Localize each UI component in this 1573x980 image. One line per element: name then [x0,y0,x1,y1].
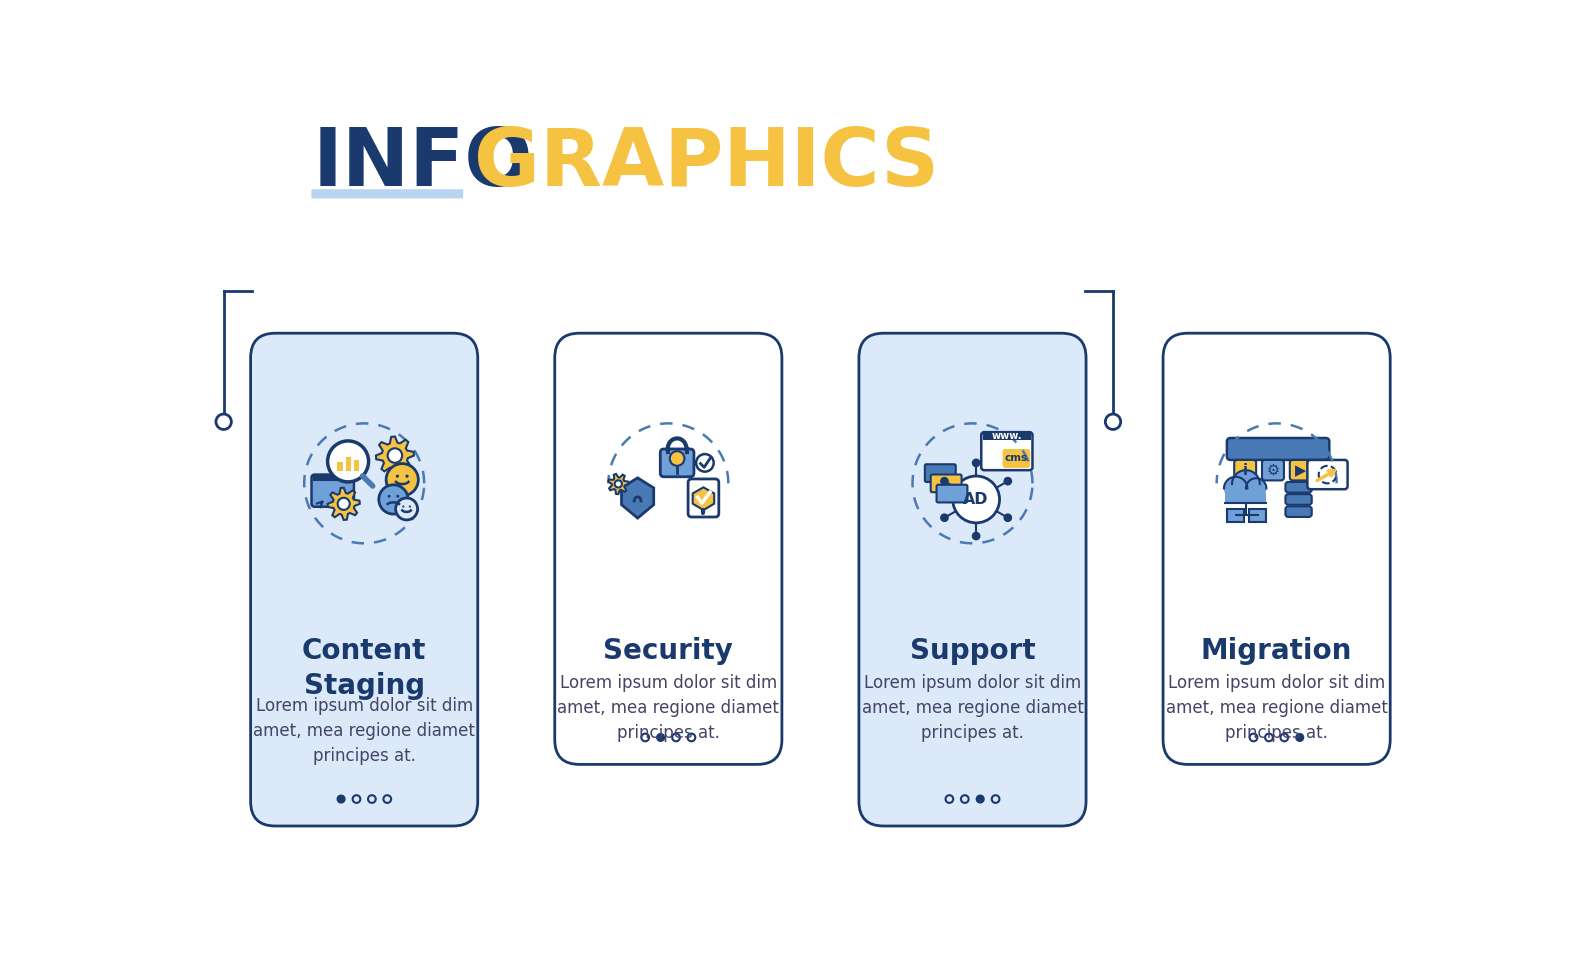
FancyBboxPatch shape [1285,494,1312,505]
Text: INFO: INFO [311,124,533,203]
FancyBboxPatch shape [1227,438,1329,460]
FancyBboxPatch shape [936,485,967,503]
Circle shape [396,495,400,498]
Circle shape [615,480,621,487]
FancyBboxPatch shape [311,474,354,507]
Text: Security: Security [604,637,733,665]
Polygon shape [327,488,360,520]
Circle shape [396,474,400,478]
Circle shape [216,414,231,429]
Bar [983,432,1030,440]
Bar [346,458,351,470]
FancyBboxPatch shape [1235,460,1257,480]
Circle shape [379,485,407,514]
Text: GRAPHICS: GRAPHICS [473,124,939,203]
Circle shape [396,498,417,520]
Circle shape [941,477,949,485]
Circle shape [406,474,409,478]
Circle shape [1232,470,1260,498]
Polygon shape [621,478,654,518]
Circle shape [1004,477,1011,485]
Circle shape [953,476,999,523]
FancyBboxPatch shape [555,333,782,764]
FancyBboxPatch shape [931,474,961,492]
FancyBboxPatch shape [1285,507,1312,517]
Circle shape [409,506,411,508]
Circle shape [972,460,980,466]
FancyBboxPatch shape [1004,450,1030,467]
Circle shape [972,532,980,540]
Text: www.: www. [991,431,1022,441]
FancyBboxPatch shape [250,333,478,826]
Circle shape [1004,514,1011,521]
FancyBboxPatch shape [1262,460,1284,480]
Bar [338,463,343,470]
Text: Lorem ipsum dolor sit dim
amet, mea regione diamet
principes at.: Lorem ipsum dolor sit dim amet, mea regi… [557,674,779,742]
Text: Lorem ipsum dolor sit dim
amet, mea regione diamet
principes at.: Lorem ipsum dolor sit dim amet, mea regi… [862,674,1084,742]
Circle shape [1106,414,1120,429]
Text: i: i [1243,463,1247,477]
Circle shape [977,795,985,803]
FancyBboxPatch shape [1307,460,1348,489]
FancyBboxPatch shape [925,465,956,482]
Circle shape [338,498,349,510]
Circle shape [1296,734,1304,741]
Bar [1249,509,1266,522]
Bar [1225,493,1266,503]
FancyBboxPatch shape [1285,482,1312,493]
Circle shape [1246,478,1266,499]
Polygon shape [692,487,714,511]
Text: cms: cms [1005,454,1027,464]
Circle shape [670,451,684,465]
Bar [1227,509,1244,522]
FancyBboxPatch shape [687,479,719,517]
Circle shape [337,795,344,803]
FancyBboxPatch shape [634,501,642,509]
Circle shape [697,454,714,471]
Text: Support: Support [909,637,1035,665]
FancyBboxPatch shape [1290,460,1312,480]
Text: AD: AD [963,492,989,507]
FancyBboxPatch shape [1162,333,1391,764]
Bar [313,474,352,481]
Text: ⚙: ⚙ [1266,463,1279,477]
Text: Lorem ipsum dolor sit dim
amet, mea regione diamet
principes at.: Lorem ipsum dolor sit dim amet, mea regi… [253,698,475,765]
Text: Content
Staging: Content Staging [302,637,426,700]
Text: Migration: Migration [1200,637,1353,665]
Circle shape [387,495,390,498]
FancyBboxPatch shape [661,449,694,476]
Bar [354,461,359,470]
Circle shape [403,506,404,508]
Circle shape [658,734,664,741]
FancyBboxPatch shape [859,333,1085,826]
Circle shape [941,514,949,521]
Circle shape [387,448,403,463]
Polygon shape [376,436,414,474]
Text: ▶: ▶ [1295,463,1306,477]
FancyBboxPatch shape [982,432,1032,470]
Polygon shape [609,474,629,494]
Circle shape [327,441,368,482]
FancyBboxPatch shape [311,189,462,198]
Circle shape [1224,476,1247,500]
Text: Lorem ipsum dolor sit dim
amet, mea regione diamet
principes at.: Lorem ipsum dolor sit dim amet, mea regi… [1166,674,1387,742]
Circle shape [385,464,418,496]
